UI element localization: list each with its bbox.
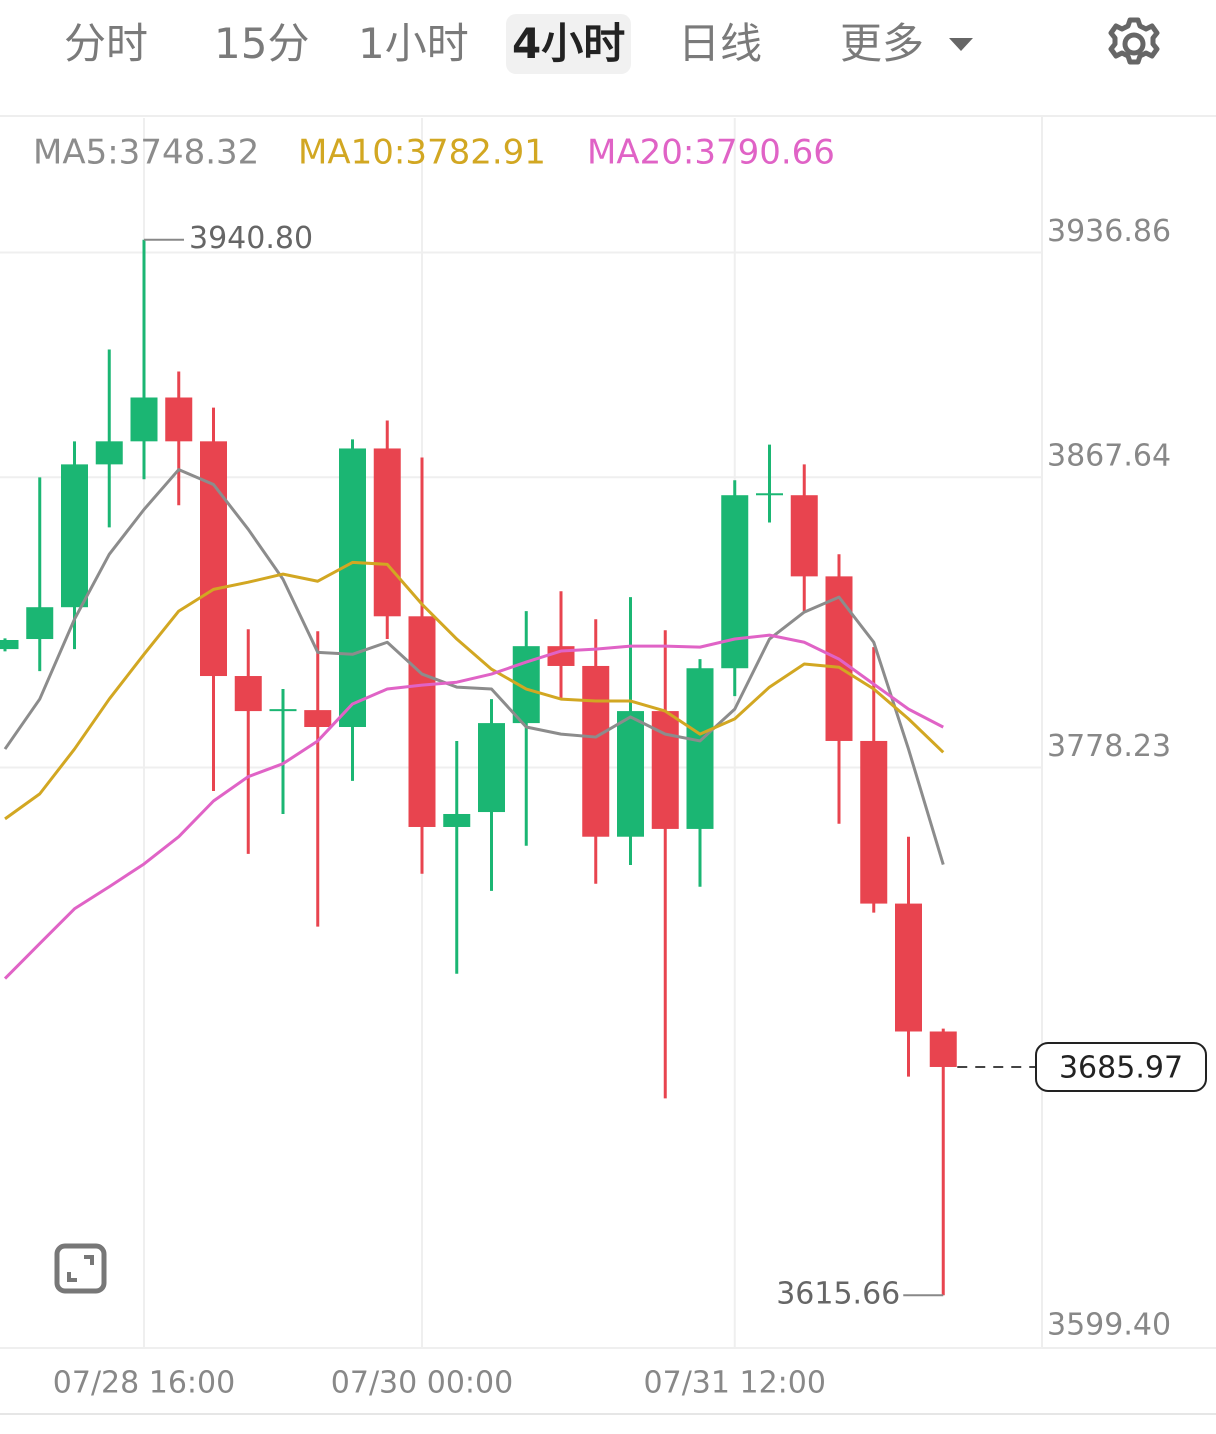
legend-entry: MA10:3782.91 <box>298 133 546 173</box>
max-marker-label: 3940.80 <box>189 221 313 256</box>
candle-body <box>130 397 158 442</box>
candle-body <box>478 723 505 813</box>
candle-body <box>617 711 644 837</box>
x-tick-label: 07/30 00:00 <box>331 1366 513 1401</box>
candle-body <box>895 903 922 1032</box>
candle-body <box>339 448 366 727</box>
x-tick-label: 07/31 12:00 <box>644 1366 826 1401</box>
tab[interactable]: 分时 <box>64 19 149 68</box>
ma-line <box>4 560 945 821</box>
candle-body <box>929 1031 957 1067</box>
dropdown-arrow <box>949 38 973 51</box>
tab[interactable]: 4小时 <box>506 14 632 74</box>
settings-button[interactable] <box>1104 16 1164 72</box>
candle-body <box>790 495 818 577</box>
expand-button[interactable] <box>54 1243 107 1294</box>
last-price-box <box>1035 1041 1207 1092</box>
candle-body <box>269 709 297 712</box>
candle-body <box>756 493 783 496</box>
candle-body <box>200 441 227 677</box>
candle-body <box>686 668 714 829</box>
candle-body <box>582 665 610 837</box>
last-price-label: 3685.97 <box>1059 1050 1183 1085</box>
candle-body <box>860 740 888 904</box>
ma-line <box>3 633 944 980</box>
tab[interactable]: 更多 <box>840 19 925 68</box>
candle-body <box>26 607 54 640</box>
candle-body <box>234 676 262 712</box>
candle-body <box>61 464 88 608</box>
candle-body <box>443 813 471 827</box>
chart: 3936.86 3867.64 3778.23 3599.40 07/28 16:00 0… <box>0 116 1216 1415</box>
ma-line <box>3 468 945 866</box>
candle-body <box>304 710 332 727</box>
tab[interactable]: 1小时 <box>358 19 469 68</box>
candle-body <box>95 441 123 465</box>
candle-body <box>165 397 193 442</box>
min-marker-label: 3615.66 <box>776 1277 900 1312</box>
y-tick-label: 3936.86 <box>1047 214 1171 249</box>
candle-body <box>373 448 401 617</box>
y-tick-label: 3599.40 <box>1047 1308 1171 1343</box>
candle-body <box>408 616 436 827</box>
y-tick-label: 3778.23 <box>1047 729 1171 764</box>
tab[interactable]: 日线 <box>678 19 763 68</box>
timeframe-tabs: 分时 15分 1小时 4小时 日线 更多 <box>0 0 1216 117</box>
x-tick-label: 07/28 16:00 <box>53 1366 235 1401</box>
y-tick-label: 3867.64 <box>1047 439 1171 474</box>
legend-entry: MA5:3748.32 <box>33 133 259 173</box>
legend-entry: MA20:3790.66 <box>587 133 835 173</box>
tab[interactable]: 15分 <box>214 19 310 68</box>
candle-body <box>0 639 19 650</box>
